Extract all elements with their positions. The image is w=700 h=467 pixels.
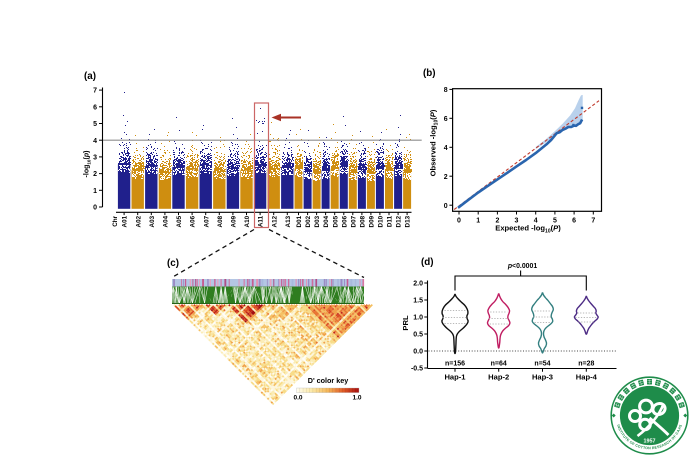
- svg-text:A01: A01: [122, 215, 129, 227]
- svg-text:A12: A12: [271, 215, 278, 227]
- svg-text:D10: D10: [378, 215, 385, 227]
- svg-text:A06: A06: [190, 215, 197, 227]
- svg-text:A13: A13: [285, 215, 292, 227]
- svg-text:p<0.0001: p<0.0001: [507, 263, 537, 270]
- svg-text:A08: A08: [217, 215, 224, 227]
- svg-text:D01: D01: [296, 215, 303, 227]
- svg-text:(a): (a): [84, 71, 96, 82]
- svg-text:0: 0: [457, 217, 461, 224]
- svg-text:D04: D04: [323, 215, 330, 227]
- svg-text:-log10(p): -log10(p): [84, 151, 92, 178]
- svg-text:0: 0: [93, 205, 97, 212]
- svg-text:2: 2: [93, 171, 97, 178]
- svg-text:D07: D07: [350, 215, 357, 227]
- svg-text:D11: D11: [387, 215, 394, 227]
- svg-text:4: 4: [444, 145, 448, 152]
- svg-text:Expected -log10(P): Expected -log10(P): [495, 224, 561, 235]
- svg-text:4: 4: [534, 217, 538, 224]
- svg-text:1.0: 1.0: [352, 395, 361, 402]
- svg-text:6: 6: [444, 116, 448, 123]
- svg-text:D13: D13: [405, 215, 412, 227]
- svg-text:D09: D09: [369, 215, 376, 227]
- svg-text:5: 5: [93, 121, 97, 128]
- svg-text:A09: A09: [231, 215, 238, 227]
- svg-text:(b): (b): [423, 68, 436, 79]
- svg-text:7: 7: [93, 88, 97, 95]
- svg-text:n=64: n=64: [491, 361, 507, 368]
- svg-text:2.0: 2.0: [413, 281, 423, 288]
- svg-text:D08: D08: [360, 215, 367, 227]
- svg-text:A04: A04: [163, 215, 170, 227]
- svg-text:3: 3: [515, 217, 519, 224]
- svg-text:D06: D06: [341, 215, 348, 227]
- svg-text:1: 1: [476, 217, 480, 224]
- svg-text:Hap-1: Hap-1: [444, 373, 466, 382]
- svg-text:Observed -log10(P): Observed -log10(P): [429, 109, 440, 176]
- svg-text:n=54: n=54: [534, 361, 550, 368]
- svg-text:D05: D05: [332, 215, 339, 227]
- svg-text:(c): (c): [167, 258, 179, 269]
- svg-text:4: 4: [93, 138, 97, 145]
- svg-text:1957: 1957: [644, 439, 656, 445]
- svg-text:1.5: 1.5: [413, 298, 423, 305]
- svg-text:0.0: 0.0: [413, 349, 423, 356]
- svg-text:A07: A07: [203, 215, 210, 227]
- svg-text:1.0: 1.0: [413, 315, 423, 322]
- svg-text:6: 6: [572, 217, 576, 224]
- svg-text:D02: D02: [305, 215, 312, 227]
- svg-text:Chr: Chr: [112, 215, 119, 226]
- svg-text:A05: A05: [176, 215, 183, 227]
- svg-text:D03: D03: [314, 215, 321, 227]
- svg-text:0.5: 0.5: [413, 332, 423, 339]
- svg-text:A11: A11: [258, 215, 265, 227]
- svg-text:A10: A10: [244, 215, 251, 227]
- svg-text:A03: A03: [149, 215, 156, 227]
- svg-text:5: 5: [553, 217, 557, 224]
- svg-text:2: 2: [495, 217, 499, 224]
- svg-text:0.0: 0.0: [293, 395, 302, 402]
- svg-text:3: 3: [93, 155, 97, 162]
- svg-text:(d): (d): [421, 257, 434, 268]
- svg-text:n=28: n=28: [578, 361, 594, 368]
- svg-text:1: 1: [93, 188, 97, 195]
- svg-text:2: 2: [444, 174, 448, 181]
- svg-text:D' color key: D' color key: [308, 376, 348, 385]
- svg-text:6: 6: [93, 104, 97, 111]
- svg-text:Hap-4: Hap-4: [576, 373, 598, 382]
- svg-text:PRL: PRL: [401, 315, 410, 331]
- svg-text:n=156: n=156: [445, 361, 465, 368]
- svg-text:D12: D12: [396, 215, 403, 227]
- svg-text:8: 8: [444, 87, 448, 94]
- svg-text:-0.5: -0.5: [411, 366, 423, 373]
- svg-text:A02: A02: [135, 215, 142, 227]
- svg-text:Hap-2: Hap-2: [488, 373, 509, 382]
- svg-text:0: 0: [444, 203, 448, 210]
- svg-text:Hap-3: Hap-3: [532, 373, 553, 382]
- svg-text:7: 7: [591, 217, 595, 224]
